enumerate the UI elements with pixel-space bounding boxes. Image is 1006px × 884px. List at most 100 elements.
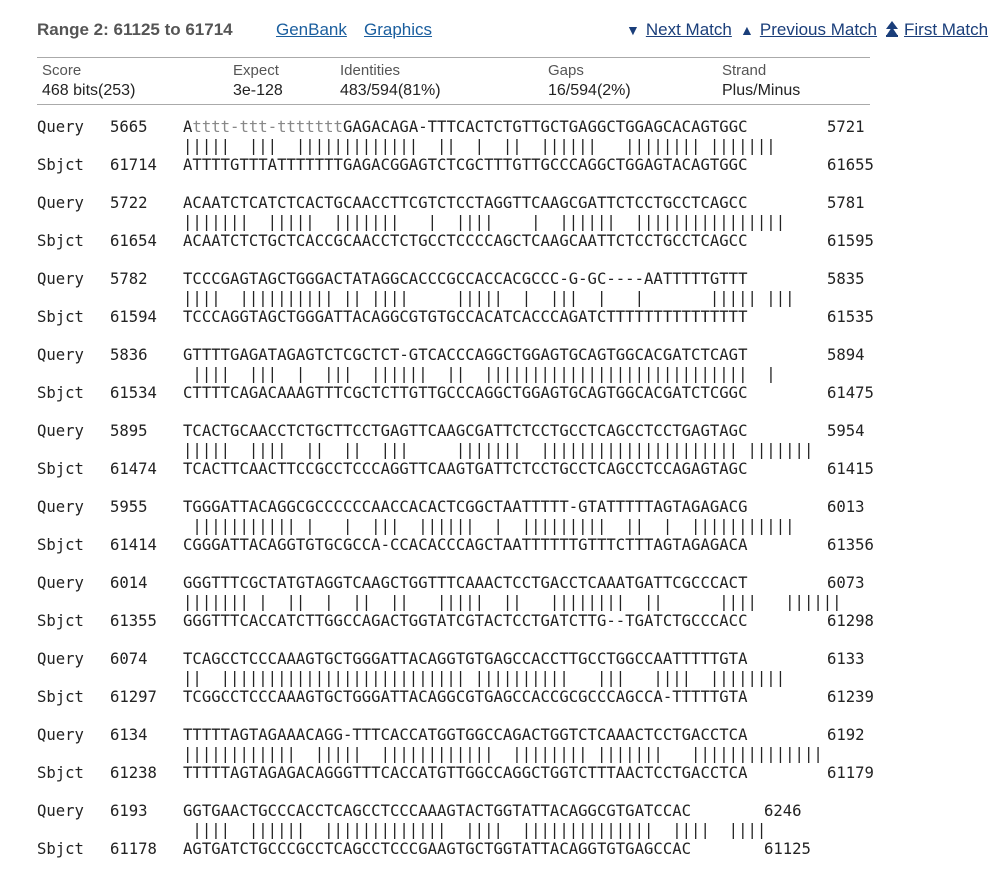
query-start: 6014 (110, 574, 148, 592)
query-end: 6073 (827, 574, 865, 592)
identities-value: 483/594(81%) (340, 82, 441, 99)
sbjct-end: 61535 (827, 308, 874, 326)
query-sequence: GTTTTGAGATAGAGTCTCGCTCT-GTCACCCAGGCTGGAG… (183, 346, 748, 364)
match-line: |||| |||||||||| || |||| ||||| | ||| | | … (183, 289, 795, 307)
query-start: 5955 (110, 498, 148, 516)
sbjct-sequence: TCGGCCTCCCAAAGTGCTGGGATTACAGGCGTGAGCCACC… (183, 688, 748, 706)
sbjct-label: Sbjct (37, 460, 84, 478)
sbjct-end: 61655 (827, 156, 874, 174)
sbjct-sequence: ACAATCTCTGCTCACCGCAACCTCTGCCTCCCCAGCTCAA… (183, 232, 748, 250)
query-sequence: TGGGATTACAGGCGCCCCCCAACCACACTCGGCTAATTTT… (183, 498, 748, 516)
sbjct-sequence: TTTTTAGTAGAGACAGGGTTTCACCATGTTGGCCAGGCTG… (183, 764, 748, 782)
first-match-link[interactable]: First Match (886, 20, 988, 40)
sbjct-sequence: CTTTTCAGACAAAGTTTCGCTCTTGTTGCCCAGGCTGGAG… (183, 384, 748, 402)
match-line: |||| |||||| ||||||||||||| |||| |||||||||… (183, 821, 767, 839)
query-sequence: TTTTTAGTAGAAACAGG-TTTCACCATGGTGGCCAGACTG… (183, 726, 748, 744)
identities-label: Identities (340, 62, 401, 79)
sbjct-start: 61654 (110, 232, 157, 250)
sbjct-start: 61534 (110, 384, 157, 402)
query-sequence: GGTGAACTGCCCACCTCAGCCTCCCAAAGTACTGGTATTA… (183, 802, 692, 820)
query-label: Query (37, 270, 84, 288)
query-lowercase-mask: tttt-ttt-ttttttt (192, 118, 343, 136)
query-label: Query (37, 726, 84, 744)
first-match-icon (886, 21, 898, 37)
query-start: 6074 (110, 650, 148, 668)
query-start: 5895 (110, 422, 148, 440)
query-end: 6013 (827, 498, 865, 516)
query-sequence: ACAATCTCATCTCACTGCAACCTTCGTCTCCTAGGTTCAA… (183, 194, 748, 212)
query-label: Query (37, 802, 84, 820)
match-line: ||||| ||| ||||||||||||| || | || |||||| |… (183, 137, 776, 155)
expect-label: Expect (233, 62, 279, 79)
sbjct-sequence: AGTGATCTGCCCGCCTCAGCCTCCCGAAGTGCTGGTATTA… (183, 840, 692, 858)
sbjct-start: 61414 (110, 536, 157, 554)
match-line: |||| ||| | ||| |||||| || |||||||||||||||… (183, 365, 776, 383)
sbjct-label: Sbjct (37, 688, 84, 706)
sbjct-start: 61297 (110, 688, 157, 706)
query-end: 5721 (827, 118, 865, 136)
query-label: Query (37, 650, 84, 668)
query-label: Query (37, 118, 84, 136)
sbjct-sequence: TCCCAGGTAGCTGGGATTACAGGCGTGTGCCACATCACCC… (183, 308, 748, 326)
sbjct-end: 61475 (827, 384, 874, 402)
sbjct-end: 61298 (827, 612, 874, 630)
query-label: Query (37, 574, 84, 592)
query-end: 6246 (764, 802, 802, 820)
query-start: 5665 (110, 118, 148, 136)
graphics-link[interactable]: Graphics (364, 20, 433, 39)
next-match-link[interactable]: ▼ Next Match (626, 20, 732, 40)
alignment-stats-table: Score 468 bits(253) Expect 3e-128 Identi… (37, 57, 870, 105)
sbjct-end: 61595 (827, 232, 874, 250)
query-end: 6192 (827, 726, 865, 744)
score-value: 468 bits(253) (42, 82, 136, 99)
previous-match-label: Previous Match (759, 20, 878, 39)
query-label: Query (37, 194, 84, 212)
sbjct-start: 61178 (110, 840, 157, 858)
gaps-value: 16/594(2%) (548, 82, 631, 99)
query-start: 5782 (110, 270, 148, 288)
match-line: |||||||||||| ||||| |||||||||||| ||||||||… (183, 745, 823, 763)
sbjct-sequence: ATTTTGTTTATTTTTTTGAGACGGAGTCTCGCTTTGTTGC… (183, 156, 748, 174)
genbank-link[interactable]: GenBank (276, 20, 347, 39)
range-header: Range 2: 61125 to 61714 GenBank Graphics… (37, 18, 997, 44)
sbjct-end: 61179 (827, 764, 874, 782)
triangle-down-icon: ▼ (626, 22, 640, 38)
sbjct-end: 61356 (827, 536, 874, 554)
query-end: 5954 (827, 422, 865, 440)
query-sequence: TCAGCCTCCCAAAGTGCTGGGATTACAGGTGTGAGCCACC… (183, 650, 748, 668)
query-end: 5894 (827, 346, 865, 364)
strand-value: Plus/Minus (722, 82, 801, 99)
query-sequence: TCCCGAGTAGCTGGGACTATAGGCACCCGCCACCACGCCC… (183, 270, 748, 288)
query-sequence: GGGTTTCGCTATGTAGGTCAAGCTGGTTTCAAACTCCTGA… (183, 574, 748, 592)
sbjct-end: 61415 (827, 460, 874, 478)
match-line: ||||||| ||||| ||||||| | |||| | |||||| ||… (183, 213, 786, 231)
match-line: ||||||||||| | | ||| |||||| | ||||||||| |… (183, 517, 795, 535)
sbjct-label: Sbjct (37, 612, 84, 630)
strand-label: Strand (722, 62, 767, 79)
query-sequence: Atttt-ttt-tttttttGAGACAGA-TTTCACTCTGTTGC… (183, 118, 748, 136)
query-end: 5835 (827, 270, 865, 288)
next-match-label: Next Match (645, 20, 732, 39)
query-end: 6133 (827, 650, 865, 668)
gaps-label: Gaps (548, 62, 584, 79)
query-sequence: TCACTGCAACCTCTGCTTCCTGAGTTCAAGCGATTCTCCT… (183, 422, 748, 440)
sbjct-sequence: TCACTTCAACTTCCGCCTCCCAGGTTCAAGTGATTCTCCT… (183, 460, 748, 478)
score-label: Score (42, 62, 82, 79)
sbjct-start: 61474 (110, 460, 157, 478)
sbjct-label: Sbjct (37, 384, 84, 402)
sbjct-label: Sbjct (37, 840, 84, 858)
match-line: ||||||| | || | || || ||||| || |||||||| |… (183, 593, 842, 611)
previous-match-link[interactable]: ▲ Previous Match (740, 20, 877, 40)
triangle-up-icon: ▲ (740, 22, 754, 38)
match-line: ||||| |||| || || ||| ||||||| |||||||||||… (183, 441, 814, 459)
sbjct-start: 61714 (110, 156, 157, 174)
range-title: Range 2: 61125 to 61714 (37, 20, 233, 39)
query-start: 6193 (110, 802, 148, 820)
sbjct-end: 61125 (764, 840, 811, 858)
query-start: 5722 (110, 194, 148, 212)
sbjct-start: 61238 (110, 764, 157, 782)
query-end: 5781 (827, 194, 865, 212)
query-label: Query (37, 346, 84, 364)
first-match-label: First Match (904, 20, 989, 39)
sbjct-start: 61594 (110, 308, 157, 326)
